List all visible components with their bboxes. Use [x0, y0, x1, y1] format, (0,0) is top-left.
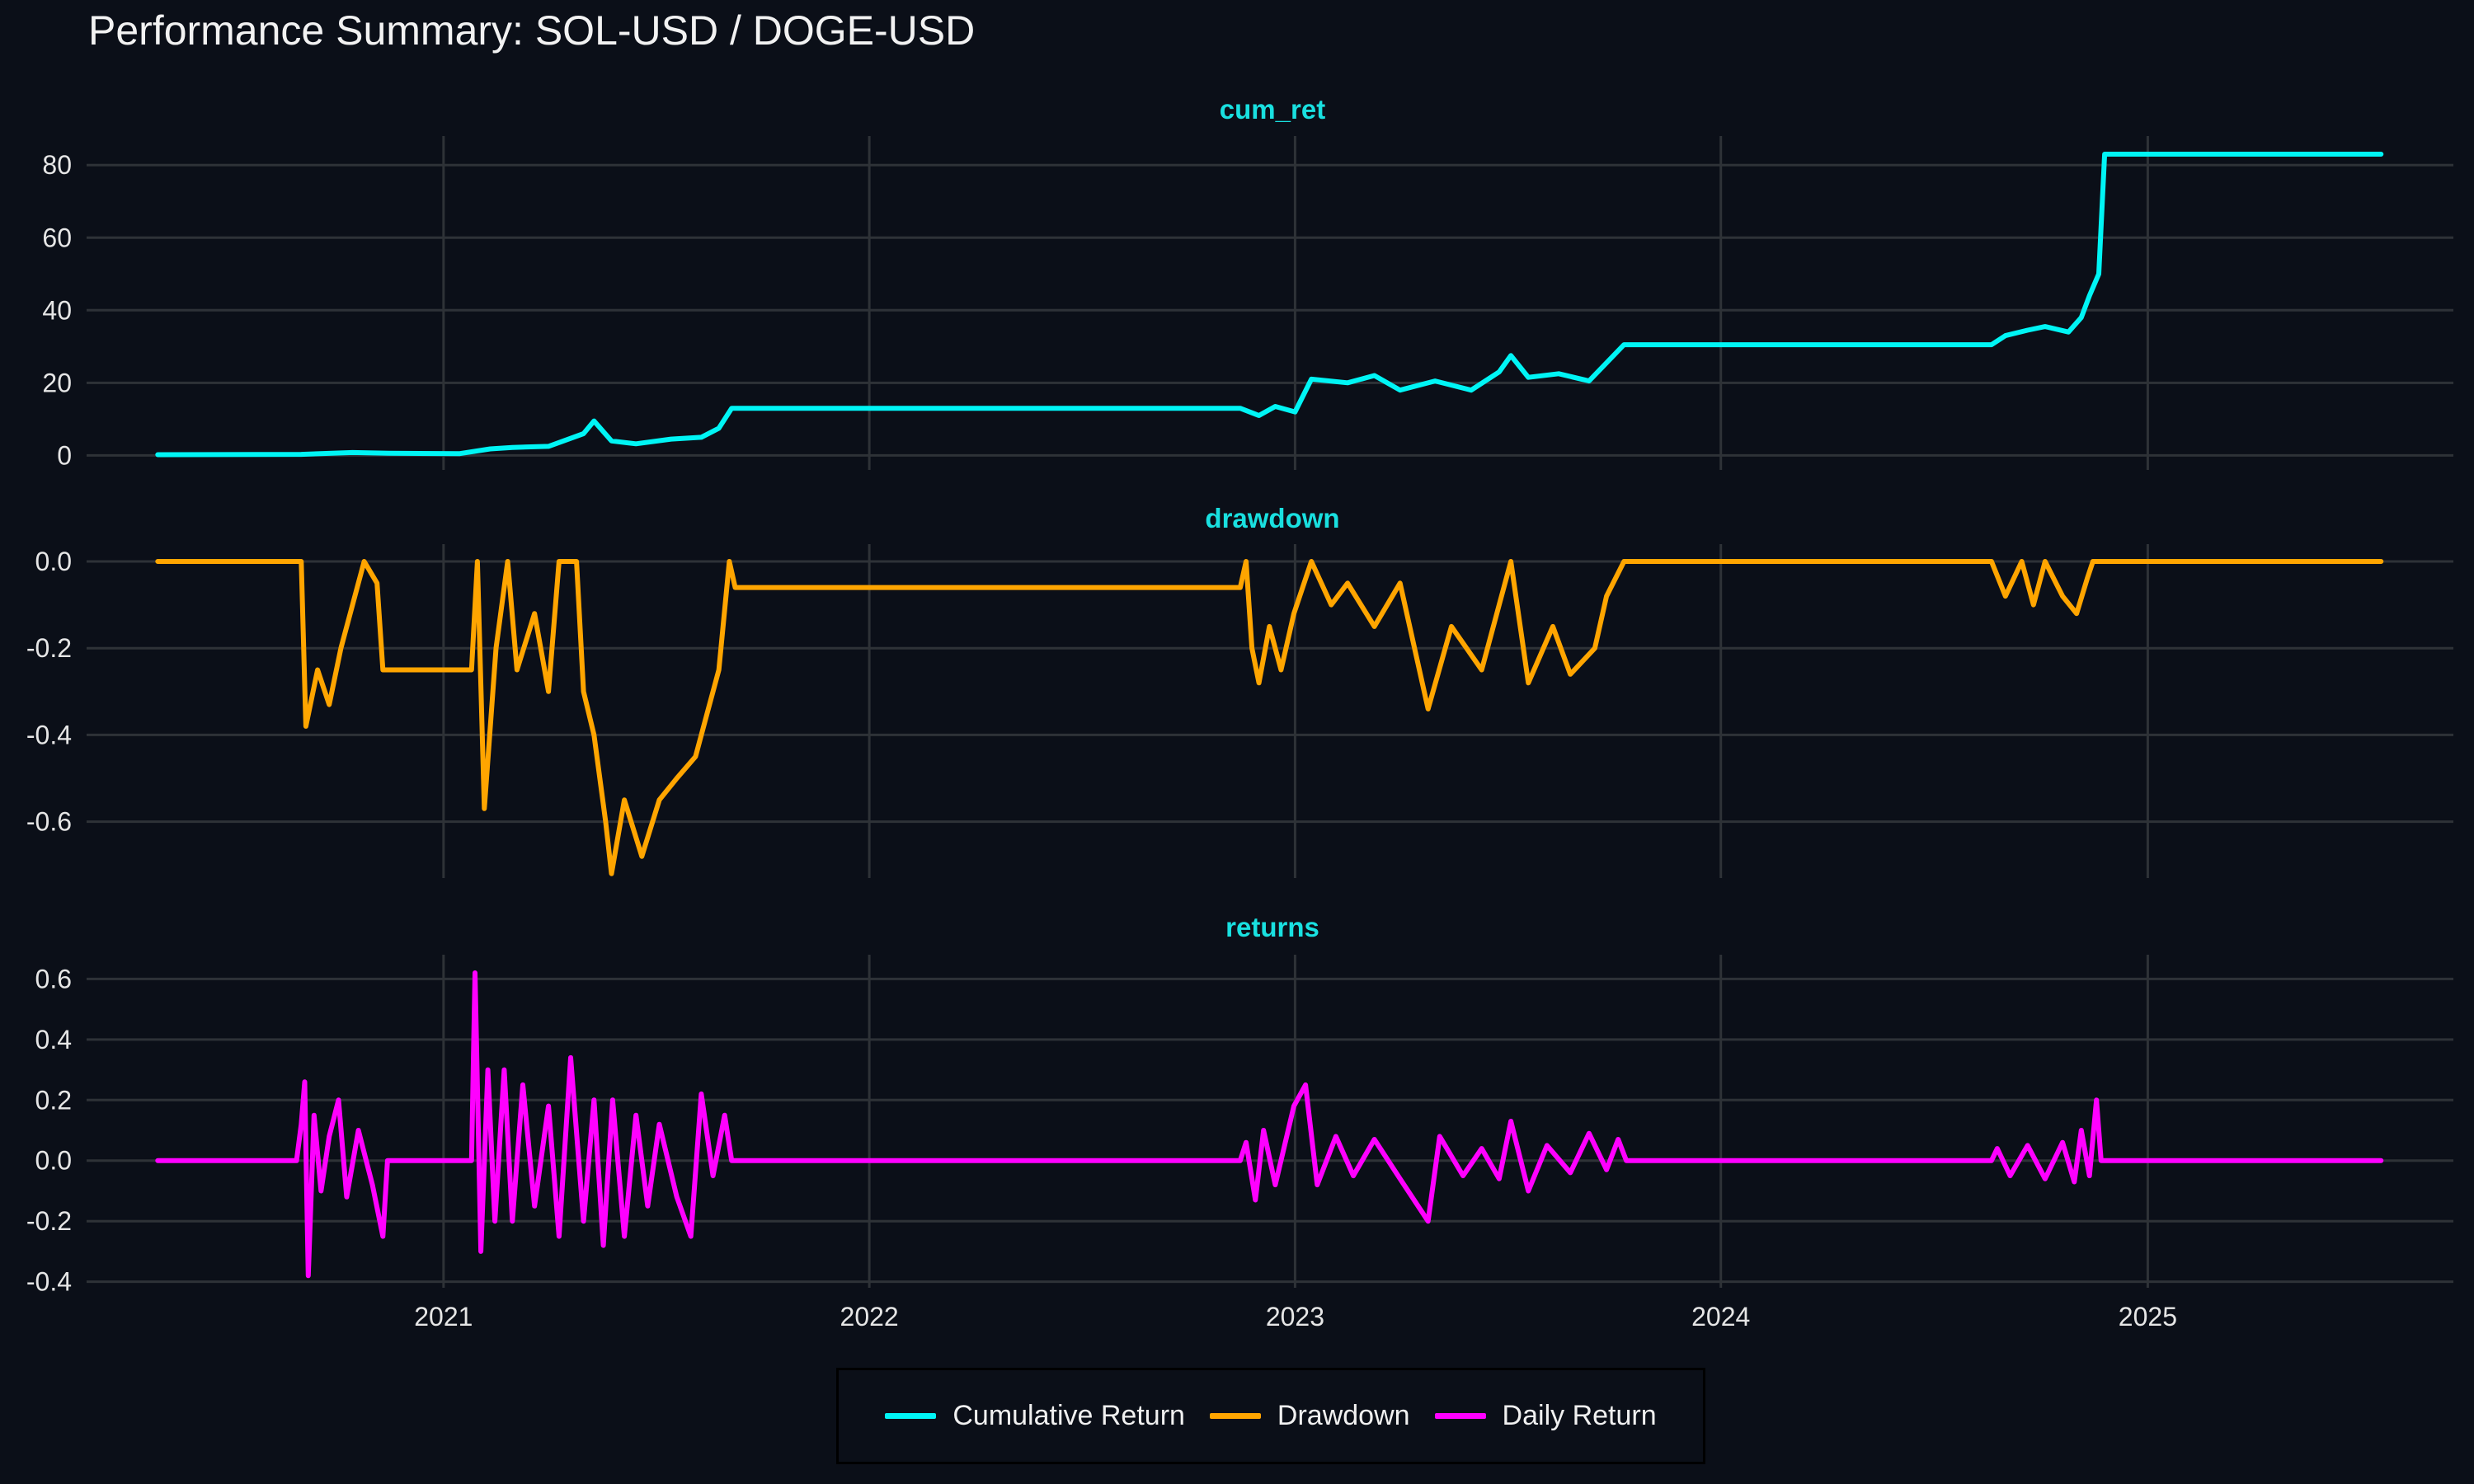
y-tick-label: 20 — [42, 368, 72, 397]
legend-label-cumulative-return: Cumulative Return — [952, 1400, 1185, 1431]
y-tick-label: 0 — [57, 440, 72, 470]
y-tick-label: -0.2 — [26, 633, 72, 663]
legend-label-drawdown: Drawdown — [1277, 1400, 1410, 1431]
series-line-cumulative-return — [155, 152, 2384, 458]
y-tick-label: 0.2 — [35, 1085, 72, 1115]
series-line-daily-return — [155, 970, 2384, 1279]
x-tick-label-2024: 2024 — [1691, 1302, 1750, 1331]
panel-title-cum-ret: cum_ret — [1220, 94, 1325, 124]
legend: Cumulative Return Drawdown Daily Return — [836, 1368, 1705, 1464]
y-tick-label: -0.6 — [26, 807, 72, 837]
panel-title-drawdown: drawdown — [1205, 503, 1339, 533]
y-tick-label: 0.4 — [35, 1025, 72, 1054]
legend-item-drawdown: Drawdown — [1209, 1400, 1410, 1432]
y-tick-label: 0.0 — [35, 1146, 72, 1176]
y-tick-label: -0.4 — [26, 1267, 72, 1297]
x-tick-label-2023: 2023 — [1266, 1302, 1324, 1331]
y-tick-label: 60 — [42, 223, 72, 252]
legend-swatch-drawdown — [1209, 1413, 1261, 1419]
legend-item-cumulative-return: Cumulative Return — [885, 1400, 1185, 1432]
x-tick-label-2021: 2021 — [414, 1302, 473, 1331]
legend-swatch-daily-return — [1434, 1413, 1486, 1419]
y-tick-label: -0.2 — [26, 1206, 72, 1236]
panel-title-returns: returns — [1225, 912, 1319, 942]
legend-label-daily-return: Daily Return — [1502, 1400, 1657, 1431]
x-tick-label-2025: 2025 — [2119, 1302, 2177, 1331]
legend-item-daily-return: Daily Return — [1434, 1400, 1657, 1432]
y-tick-label: 0.6 — [35, 964, 72, 993]
x-tick-label-2022: 2022 — [840, 1302, 899, 1331]
chart-title: Performance Summary: SOL-USD / DOGE-USD — [88, 7, 976, 54]
y-tick-label: 40 — [42, 295, 72, 325]
series-line-drawdown — [155, 559, 2384, 876]
legend-swatch-cumulative-return — [885, 1413, 937, 1419]
y-tick-label: 0.0 — [35, 547, 72, 576]
y-tick-label: 80 — [42, 150, 72, 180]
y-tick-label: -0.4 — [26, 720, 72, 749]
